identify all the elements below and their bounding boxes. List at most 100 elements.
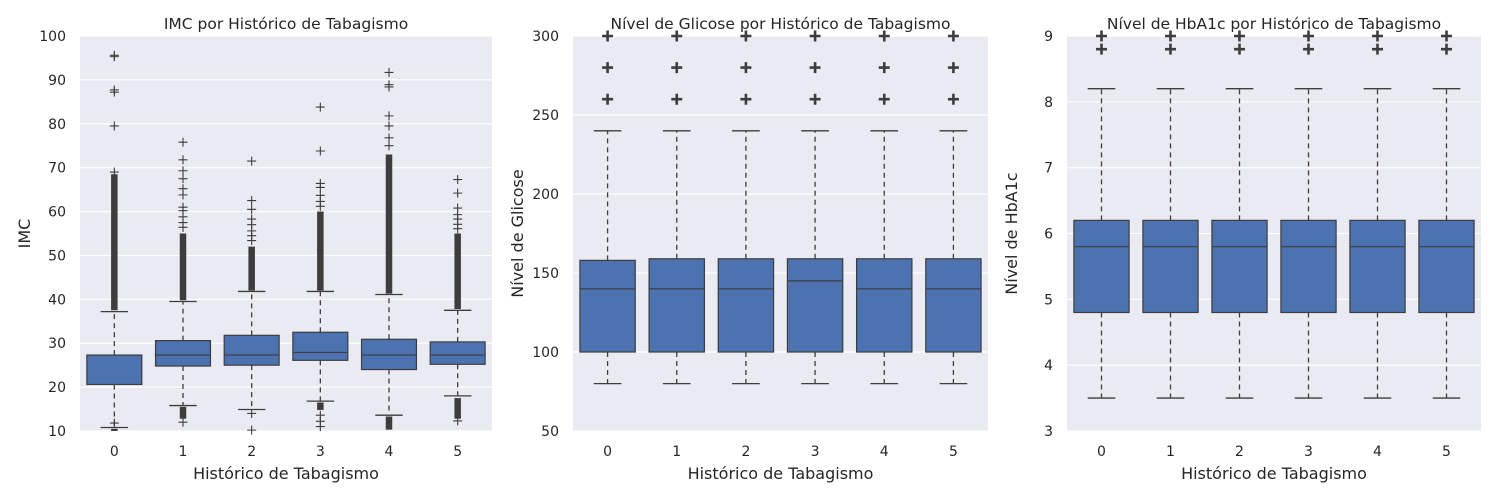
outlier-marker [453, 188, 463, 198]
box-group [1073, 30, 1130, 399]
y-tick-label: 40 [48, 292, 66, 308]
outlier-marker [602, 93, 614, 105]
outlier-marker [178, 417, 188, 427]
plot-background [573, 36, 988, 431]
outlier-marker [1234, 43, 1245, 55]
x-tick-label: 3 [1304, 444, 1313, 460]
box-group [292, 102, 349, 432]
y-tick-label: 100 [532, 345, 559, 361]
box-group [429, 175, 486, 426]
x-tick-label: 1 [672, 444, 681, 460]
outlier-marker [740, 62, 752, 74]
outlier-marker [740, 93, 752, 105]
outlier-marker [109, 418, 119, 428]
outlier-marker [1303, 43, 1314, 55]
y-tick-label: 90 [48, 73, 66, 89]
box-iqr [1280, 219, 1337, 314]
box-group [1280, 30, 1337, 399]
x-tick-label: 0 [603, 444, 612, 460]
outlier-marker [809, 93, 821, 105]
outlier-marker [109, 121, 119, 131]
x-tick-label: 2 [1235, 444, 1244, 460]
outlier-marker [109, 52, 119, 62]
outlier-marker [384, 111, 394, 121]
outlier-marker [178, 222, 188, 232]
outlier-marker [602, 62, 614, 74]
outlier-marker [1234, 30, 1245, 42]
outlier-marker [178, 190, 188, 200]
outlier-marker [1372, 30, 1383, 42]
outlier-marker [740, 30, 752, 42]
y-axis-label: Nível de HbA1c [1002, 172, 1021, 294]
outlier-marker [109, 167, 119, 177]
outlier-marker [178, 174, 188, 184]
outlier-marker [947, 93, 959, 105]
box-iqr [855, 258, 913, 353]
box-iqr [786, 258, 844, 353]
outlier-marker [178, 137, 188, 147]
outlier-marker [247, 236, 257, 246]
box-group [1418, 30, 1475, 399]
y-tick-label: 50 [48, 248, 66, 264]
outlier-marker [315, 102, 325, 112]
x-tick-label: 2 [247, 444, 256, 460]
outlier-marker [109, 87, 119, 97]
imc-boxplot-panel: IMC por Histórico de Tabagismo Histórico… [15, 15, 492, 483]
box-group [925, 30, 982, 385]
y-tick-label: 10 [48, 424, 66, 440]
outlier-marker [809, 30, 821, 42]
box-iqr [1418, 219, 1475, 314]
outlier-marker [315, 146, 325, 156]
outlier-marker [384, 133, 394, 143]
x-axis-label: Histórico de Tabagismo [688, 464, 874, 483]
outlier-marker [1303, 30, 1314, 42]
chart-title: Nível de HbA1c por Histórico de Tabagism… [1107, 15, 1441, 33]
gridlines [573, 35, 988, 432]
outlier-marker [947, 30, 959, 42]
outlier-marker [671, 93, 683, 105]
y-tick-label: 300 [532, 29, 559, 45]
outlier-marker [1372, 43, 1383, 55]
box-iqr [717, 258, 775, 353]
outlier-marker [247, 156, 257, 166]
x-tick-label: 4 [385, 444, 394, 460]
box-iqr [1073, 219, 1130, 314]
outlier-marker [453, 224, 463, 234]
outlier-marker [247, 204, 257, 214]
box-iqr [1142, 219, 1199, 314]
chart-title: Nível de Glicose por Histórico de Tabagi… [611, 15, 951, 33]
y-tick-label: 100 [39, 29, 66, 45]
box-group [855, 30, 913, 385]
x-tick-label: 0 [110, 444, 119, 460]
box-group [360, 67, 418, 430]
box-iqr [86, 354, 143, 386]
x-tick-label: 1 [1166, 444, 1175, 460]
gridlines [1067, 35, 1481, 432]
outlier-marker [315, 422, 325, 432]
outlier-marker [247, 196, 257, 206]
outlier-marker [602, 30, 614, 42]
outlier-marker [453, 416, 463, 426]
x-tick-label: 4 [880, 444, 889, 460]
box-group [1211, 30, 1268, 399]
box-iqr [223, 334, 280, 366]
outlier-marker [247, 425, 257, 435]
y-tick-label: 4 [1044, 358, 1053, 374]
box-group [717, 30, 775, 385]
outlier-marker [1441, 43, 1452, 55]
box-group [223, 156, 280, 435]
x-axis-label: Histórico de Tabagismo [1181, 464, 1367, 483]
outlier-marker [247, 408, 257, 418]
outlier-marker [178, 166, 188, 176]
gridlines [80, 35, 492, 432]
y-tick-label: 80 [48, 117, 66, 133]
box-iqr [648, 258, 706, 353]
y-tick-label: 150 [532, 266, 559, 282]
box-group [648, 30, 706, 385]
outlier-marker [178, 155, 188, 165]
y-tick-label: 50 [541, 424, 559, 440]
x-tick-label: 5 [949, 444, 958, 460]
outlier-marker [1096, 43, 1107, 55]
box-iqr [360, 338, 418, 371]
y-tick-label: 60 [48, 205, 66, 221]
